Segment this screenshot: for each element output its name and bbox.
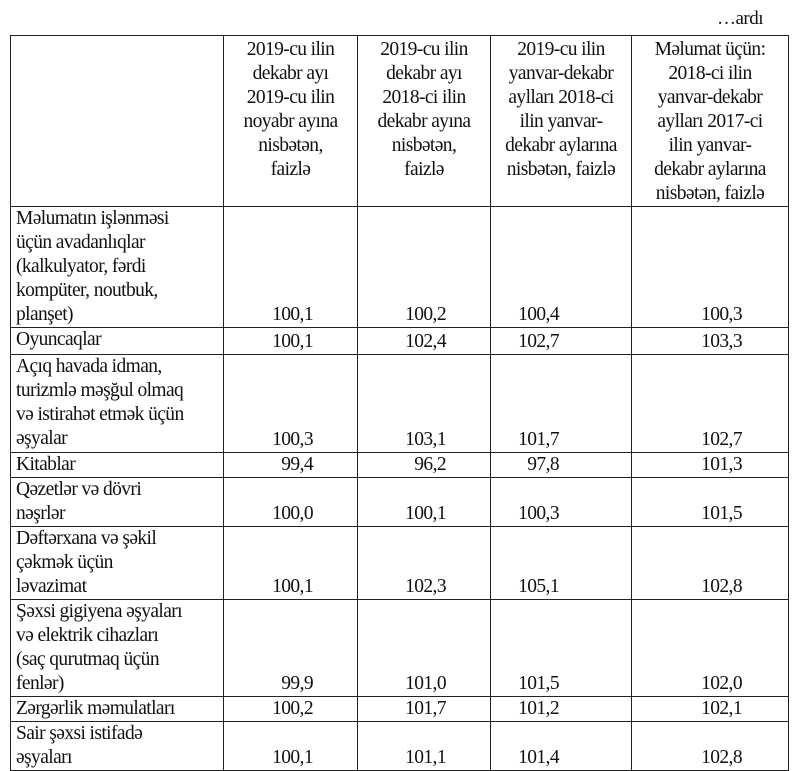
table-row: Sair şəxsi istifadə əşyaları 100,1 101,1 10… [10,721,789,771]
value-cell: 102,7 [490,327,632,355]
continuation-note: …ardı [716,8,764,29]
value-cell: 100,1 [223,526,358,600]
table-row: Məlumatın işlənməsi üçün avadanlıqlar (k… [10,206,789,328]
row-label: Dəftərxana və şəkil çəkmək üçün ləvazima… [10,526,224,600]
price-index-table: 2019-cu ilin dekabr ayı 2019-cu ilin noy… [10,35,789,771]
value-cell: 100,1 [223,206,358,328]
value-cell: 102,4 [357,327,491,355]
header-cell: 2019-cu ilin dekabr ayı 2018-ci ilin dek… [357,35,491,207]
table-row: Şəxsi gigiyena əşyaları və elektrik ciha… [10,599,789,697]
row-label: Kitablar [10,452,224,478]
row-label: Oyuncaqlar [10,327,224,355]
header-cell: 2019-cu ilin dekabr ayı 2019-cu ilin noy… [223,35,358,207]
header-cell-empty [10,35,224,207]
value-cell: 102,3 [357,526,491,600]
value-cell: 100,2 [357,206,491,328]
value-cell: 96,2 [357,452,491,478]
value-cell: 103,3 [631,327,789,355]
value-cell: 101,7 [490,354,632,453]
value-cell: 102,7 [631,354,789,453]
value-cell: 100,1 [357,477,491,527]
value-cell: 99,9 [223,599,358,697]
row-label: Açıq havada idman, turizmlə məşğul olmaq… [10,354,224,453]
row-label: Məlumatın işlənməsi üçün avadanlıqlar (k… [10,206,224,328]
value-cell: 101,5 [490,599,632,697]
value-cell: 101,0 [357,599,491,697]
value-cell: 100,1 [223,327,358,355]
table-row: Oyuncaqlar 100,1 102,4 102,7 103,3 [10,327,789,355]
value-cell: 100,2 [223,696,358,722]
table-row: Kitablar 99,4 96,2 97,8 101,3 [10,452,789,478]
header-cell: Məlumat üçün: 2018-ci ilin yanvar-dekabr… [631,35,789,207]
value-cell: 97,8 [490,452,632,478]
header-row: 2019-cu ilin dekabr ayı 2019-cu ilin noy… [10,35,789,207]
value-cell: 100,3 [223,354,358,453]
value-cell: 101,1 [357,721,491,771]
value-cell: 101,2 [490,696,632,722]
value-cell: 102,8 [631,721,789,771]
value-cell: 99,4 [223,452,358,478]
row-label: Zərgərlik məmulatları [10,696,224,722]
value-cell: 103,1 [357,354,491,453]
value-cell: 101,3 [631,452,789,478]
row-label: Sair şəxsi istifadə əşyaları [10,721,224,771]
value-cell: 102,8 [631,526,789,600]
table-row: Qəzetlər və dövri nəşrlər 100,0 100,1 100,3… [10,477,789,527]
value-cell: 105,1 [490,526,632,600]
value-cell: 101,7 [357,696,491,722]
header-cell: 2019-cu ilin yanvar-dekabr aylları 2018-… [490,35,632,207]
value-cell: 100,1 [223,721,358,771]
table-row: Açıq havada idman, turizmlə məşğul olmaq… [10,354,789,453]
table-row: Zərgərlik məmulatları 100,2 101,7 101,2 102,… [10,696,789,722]
value-cell: 102,1 [631,696,789,722]
value-cell: 100,4 [490,206,632,328]
table-row: Dəftərxana və şəkil çəkmək üçün ləvazima… [10,526,789,600]
value-cell: 100,0 [223,477,358,527]
row-label: Şəxsi gigiyena əşyaları və elektrik ciha… [10,599,224,697]
value-cell: 102,0 [631,599,789,697]
value-cell: 100,3 [631,206,789,328]
row-label: Qəzetlər və dövri nəşrlər [10,477,224,527]
value-cell: 101,5 [631,477,789,527]
value-cell: 100,3 [490,477,632,527]
value-cell: 101,4 [490,721,632,771]
